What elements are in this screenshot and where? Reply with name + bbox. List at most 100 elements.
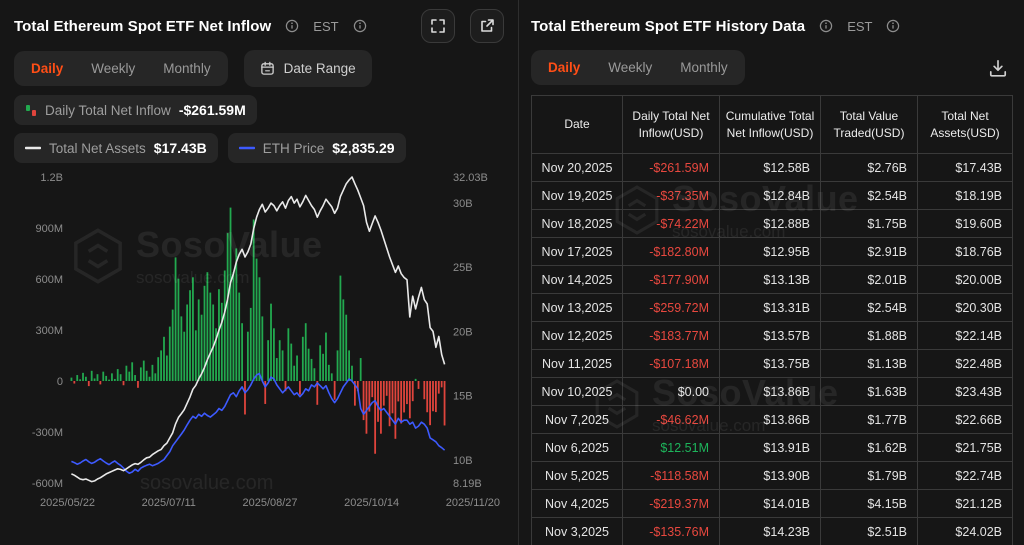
date-cell: Nov 17,2025 [531, 237, 623, 266]
legend-value: $17.43B [153, 140, 207, 156]
legend-value: -$261.59M [178, 102, 246, 118]
table-row: Nov 12,2025 -$183.77M $13.57B $1.88B $22.14B [531, 321, 1013, 350]
cumulative-inflow-cell: $13.86B [719, 405, 821, 434]
left-panel-title: Total Ethereum Spot ETF Net Inflow [14, 17, 272, 35]
table-row: Nov 7,2025 -$46.62M $13.86B $1.77B $22.66B [531, 405, 1013, 434]
eth-line-icon [238, 146, 255, 150]
table-row: Nov 5,2025 -$118.58M $13.90B $1.79B $22.74B [531, 461, 1013, 490]
inflow-chart-svg: 1.2B 900M 600M 300M 0 -300M -600M 32.03B 30B 25B 2… [32, 172, 488, 490]
cumulative-inflow-cell: $14.23B [719, 517, 821, 545]
info-icon[interactable] [346, 12, 374, 40]
history-table-body: Nov 20,2025 -$261.59M $12.58B $2.76B $17.43B… [531, 153, 1013, 545]
table-row: Nov 11,2025 -$107.18M $13.75B $1.13B $22.48B [531, 349, 1013, 378]
tab-monthly[interactable]: Monthly [680, 60, 728, 75]
value-traded-cell: $2.54B [820, 293, 918, 322]
daily-inflow-cell: $0.00 [622, 377, 720, 406]
x-tick-label: 2025/11/20 [445, 497, 500, 509]
date-range-button[interactable]: Date Range [243, 50, 372, 87]
tab-monthly[interactable]: Monthly [163, 61, 211, 76]
svg-text:30B: 30B [453, 198, 473, 210]
date-cell: Nov 6,2025 [531, 433, 623, 462]
table-row: Nov 10,2025 $0.00 $13.86B $1.63B $23.43B [531, 377, 1013, 406]
assets-line-icon [25, 146, 41, 150]
tab-weekly[interactable]: Weekly [608, 60, 653, 75]
date-cell: Nov 5,2025 [531, 461, 623, 490]
info-icon[interactable] [812, 12, 840, 40]
net-assets-cell: $23.43B [917, 377, 1013, 406]
cumulative-inflow-cell: $13.13B [719, 265, 821, 294]
tab-daily[interactable]: Daily [31, 61, 64, 76]
daily-inflow-cell: -$107.18M [622, 349, 720, 378]
net-assets-cell: $17.43B [917, 153, 1013, 182]
value-traded-cell: $1.77B [820, 405, 918, 434]
fullscreen-button[interactable] [421, 9, 455, 43]
svg-text:900M: 900M [35, 223, 63, 235]
date-cell: Nov 19,2025 [531, 181, 623, 210]
date-cell: Nov 3,2025 [531, 517, 623, 545]
net-assets-cell: $21.75B [917, 433, 1013, 462]
net-assets-cell: $20.30B [917, 293, 1013, 322]
info-icon[interactable] [278, 12, 306, 40]
svg-text:25B: 25B [453, 262, 473, 274]
share-button[interactable] [470, 9, 504, 43]
net-assets-cell: $22.66B [917, 405, 1013, 434]
value-traded-cell: $1.79B [820, 461, 918, 490]
column-header: Total Value Traded(USD) [820, 95, 918, 154]
inflow-chart[interactable]: 1.2B 900M 600M 300M 0 -300M -600M 32.03B 30B 25B 2… [14, 169, 504, 509]
value-traded-cell: $1.62B [820, 433, 918, 462]
value-traded-cell: $1.13B [820, 349, 918, 378]
x-tick-label: 2025/08/27 [242, 497, 298, 509]
svg-text:8.19B: 8.19B [453, 478, 482, 490]
date-cell: Nov 7,2025 [531, 405, 623, 434]
daily-inflow-cell: -$183.77M [622, 321, 720, 350]
cumulative-inflow-cell: $13.86B [719, 377, 821, 406]
svg-text:-300M: -300M [32, 427, 63, 439]
legend-row-2: Total Net Assets $17.43B ETH Price $2,83… [14, 133, 504, 163]
net-assets-cell: $21.12B [917, 489, 1013, 518]
column-header: Cumulative Total Net Inflow(USD) [719, 95, 821, 154]
daily-inflow-cell: -$135.76M [622, 517, 720, 545]
daily-inflow-cell: -$118.58M [622, 461, 720, 490]
value-traded-cell: $2.91B [820, 237, 918, 266]
daily-inflow-cell: -$259.72M [622, 293, 720, 322]
legend-daily-net-inflow[interactable]: Daily Total Net Inflow -$261.59M [14, 95, 257, 125]
cumulative-inflow-cell: $14.01B [719, 489, 821, 518]
tab-weekly[interactable]: Weekly [91, 61, 136, 76]
tab-daily[interactable]: Daily [548, 60, 581, 75]
daily-inflow-cell: -$182.80M [622, 237, 720, 266]
date-range-label: Date Range [283, 61, 356, 76]
x-tick-label: 2025/07/11 [141, 497, 196, 509]
history-data-panel: Total Ethereum Spot ETF History Data EST… [518, 0, 1024, 545]
left-tabs: Daily Weekly Monthly [14, 51, 228, 86]
x-tick-label: 2025/05/22 [40, 497, 96, 509]
share-icon [481, 19, 494, 32]
daily-inflow-cell: -$177.90M [622, 265, 720, 294]
svg-text:32.03B: 32.03B [453, 172, 488, 184]
daily-inflow-cell: -$219.37M [622, 489, 720, 518]
date-cell: Nov 11,2025 [531, 349, 623, 378]
svg-text:600M: 600M [35, 274, 63, 286]
table-row: Nov 14,2025 -$177.90M $13.13B $2.01B $20.00B [531, 265, 1013, 294]
net-assets-cell: $24.02B [917, 517, 1013, 545]
legend-total-net-assets[interactable]: Total Net Assets $17.43B [14, 133, 218, 163]
right-panel-title: Total Ethereum Spot ETF History Data [531, 17, 806, 35]
right-tabs: Daily Weekly Monthly [531, 50, 745, 85]
header-row: Date Daily Total Net Inflow(USD) Cumulativ… [531, 95, 1013, 154]
est-timezone-label: EST [847, 18, 873, 34]
history-table-container[interactable]: Date Daily Total Net Inflow(USD) Cumulativ… [531, 95, 1013, 545]
net-inflow-panel: Total Ethereum Spot ETF Net Inflow EST D… [14, 9, 504, 509]
column-header: Total Net Assets(USD) [917, 95, 1013, 154]
date-cell: Nov 14,2025 [531, 265, 623, 294]
history-table: Date Daily Total Net Inflow(USD) Cumulativ… [531, 95, 1013, 545]
value-traded-cell: $2.76B [820, 153, 918, 182]
legend-label: Total Net Assets [49, 140, 146, 156]
info-icon[interactable] [879, 12, 907, 40]
value-traded-cell: $1.63B [820, 377, 918, 406]
download-button[interactable] [984, 54, 1012, 82]
legend-label: Daily Total Net Inflow [45, 102, 171, 118]
daily-inflow-cell: $12.51M [622, 433, 720, 462]
legend-eth-price[interactable]: ETH Price $2,835.29 [227, 133, 406, 163]
x-axis-labels: 2025/05/22 2025/07/11 2025/08/27 2025/10/14… [14, 494, 504, 509]
svg-text:20B: 20B [453, 326, 473, 338]
